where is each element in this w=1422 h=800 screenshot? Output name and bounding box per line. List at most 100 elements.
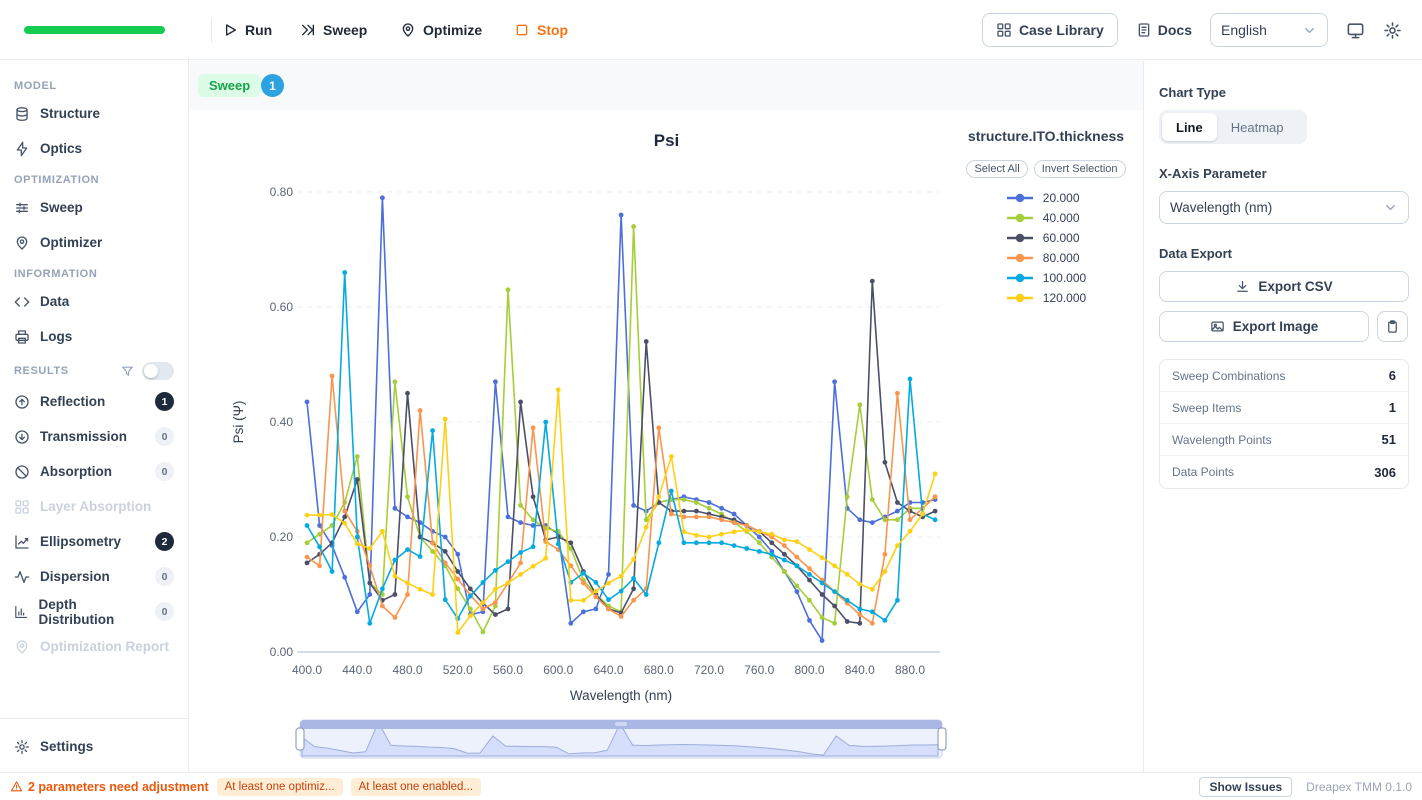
invert-selection-button[interactable]: Invert Selection [1033,160,1126,178]
sidebar-item-reflection[interactable]: Reflection 1 [0,384,188,419]
top-toolbar: Run Sweep Optimize Stop Case Library Doc… [0,0,1422,60]
svg-text:0.60: 0.60 [270,300,294,314]
run-label: Run [245,22,273,38]
legend-marker [1006,273,1033,283]
ellipsometry-badge: 2 [155,532,174,551]
sidebar-item-optics[interactable]: Optics [0,131,188,166]
language-select[interactable]: English [1210,13,1328,47]
run-button[interactable]: Run [222,0,272,60]
svg-text:440.0: 440.0 [342,663,372,677]
xaxis-parameter-select[interactable]: Wavelength (nm) [1159,191,1409,224]
legend-title: structure.ITO.thickness [967,128,1125,144]
chart-type-heatmap[interactable]: Heatmap [1230,119,1284,135]
svg-text:Psi (Ψ): Psi (Ψ) [231,401,246,444]
svg-text:0.80: 0.80 [270,185,294,199]
sidebar-item-logs[interactable]: Logs [0,319,188,354]
chart-type-label: Chart Type [1159,85,1226,100]
sidebar-item-structure[interactable]: Structure [0,96,188,131]
stat-label: Sweep Items [1172,400,1242,415]
chart-settings-panel: Chart Type Line Heatmap X-Axis Parameter… [1143,61,1422,772]
sidebar-item-settings[interactable]: Settings [0,729,188,764]
section-model: MODEL [14,80,57,92]
monitor-icon[interactable] [1346,21,1365,40]
select-all-button[interactable]: Select All [966,160,1028,178]
legend-item-40.000[interactable]: 40.000 [1006,211,1086,225]
chart-legend: structure.ITO.thickness Select All Inver… [952,128,1140,305]
sidebar-item-dispersion[interactable]: Dispersion 0 [0,559,188,594]
legend-item-80.000[interactable]: 80.000 [1006,251,1086,265]
svg-text:720.0: 720.0 [694,663,724,677]
optimize-label: Optimize [423,22,483,38]
stat-value: 1 [1388,400,1396,415]
sidebar-item-sweep[interactable]: Sweep [0,190,188,225]
show-issues-button[interactable]: Show Issues [1199,776,1293,797]
sidebar-item-ellipsometry[interactable]: Ellipsometry 2 [0,524,188,559]
target-pin-icon [400,22,416,38]
dispersion-badge: 0 [155,567,174,586]
section-information: INFORMATION [14,268,98,280]
sidebar-item-layer-absorption: Layer Absorption [0,489,188,524]
svg-text:Wavelength (nm): Wavelength (nm) [570,688,672,703]
legend-item-60.000[interactable]: 60.000 [1006,231,1086,245]
chart-type-line[interactable]: Line [1162,113,1217,141]
svg-text:560.0: 560.0 [493,663,523,677]
sweep-button[interactable]: Sweep [300,0,367,60]
optimize-button[interactable]: Optimize [400,0,482,60]
document-icon [1136,22,1152,38]
sidebar-item-transmission[interactable]: Transmission 0 [0,419,188,454]
status-pill-enabled[interactable]: At least one enabled... [350,777,482,796]
section-results: RESULTS [0,354,188,384]
case-library-button[interactable]: Case Library [981,13,1118,47]
results-filter-toggle[interactable] [142,362,174,380]
docs-button[interactable]: Docs [1136,22,1192,38]
psi-line-chart[interactable]: 0.00 0.20 0.40 0.60 0.80 400.0 440.0 480.0 520.0… [190,110,1143,772]
database-icon [14,106,30,122]
legend-marker [1006,293,1033,303]
status-pill-optimize[interactable]: At least one optimiz... [216,777,343,796]
gear-icon[interactable] [1383,21,1402,40]
legend-item-120.000[interactable]: 120.000 [1006,291,1086,305]
download-icon [1235,279,1250,294]
parameters-warning[interactable]: 2 parameters need adjustment [10,780,209,794]
xaxis-parameter-label: X-Axis Parameter [1159,166,1267,181]
sweep-count-bubble[interactable]: 1 [261,74,284,97]
svg-text:680.0: 680.0 [644,663,674,677]
sidebar-item-data[interactable]: Data [0,284,188,319]
xaxis-parameter-value: Wavelength (nm) [1170,200,1273,215]
legend-label: 20.000 [1042,191,1080,205]
legend-item-20.000[interactable]: 20.000 [1006,191,1086,205]
export-image-button[interactable]: Export Image [1159,311,1370,342]
sidebar-item-depth-distribution[interactable]: Depth Distribution 0 [0,594,188,629]
stat-row: Wavelength Points 51 [1160,424,1408,456]
stat-value: 51 [1381,432,1396,447]
chart-title: Psi [653,131,680,150]
legend-marker [1006,193,1033,203]
svg-text:760.0: 760.0 [744,663,774,677]
legend-item-100.000[interactable]: 100.000 [1006,271,1086,285]
svg-text:480.0: 480.0 [392,663,422,677]
grid-icon [996,22,1012,38]
status-bar: 2 parameters need adjustment At least on… [0,772,1422,800]
filter-icon[interactable] [121,365,134,378]
sweep-stats-card: Sweep Combinations 6 Sweep Items 1 Wavelen… [1159,359,1409,489]
export-csv-button[interactable]: Export CSV [1159,271,1409,302]
sidebar: MODEL Structure Optics OPTIMIZATION Swee… [0,60,189,772]
svg-text:520.0: 520.0 [443,663,473,677]
copy-to-clipboard-button[interactable] [1377,311,1408,342]
progress-bar [24,26,165,34]
stat-value: 6 [1388,368,1396,383]
section-optimization: OPTIMIZATION [14,174,100,186]
svg-text:0.40: 0.40 [270,415,294,429]
stat-row: Sweep Items 1 [1160,392,1408,424]
absorption-badge: 0 [155,462,174,481]
legend-marker [1006,253,1033,263]
activity-icon [14,569,30,585]
stop-button[interactable]: Stop [514,0,568,60]
sidebar-item-optimizer[interactable]: Optimizer [0,225,188,260]
chart-line-icon [14,534,30,550]
stop-label: Stop [537,22,569,38]
legend-marker [1006,233,1033,243]
image-icon [1210,319,1225,334]
case-library-label: Case Library [1018,22,1104,38]
sidebar-item-absorption[interactable]: Absorption 0 [0,454,188,489]
